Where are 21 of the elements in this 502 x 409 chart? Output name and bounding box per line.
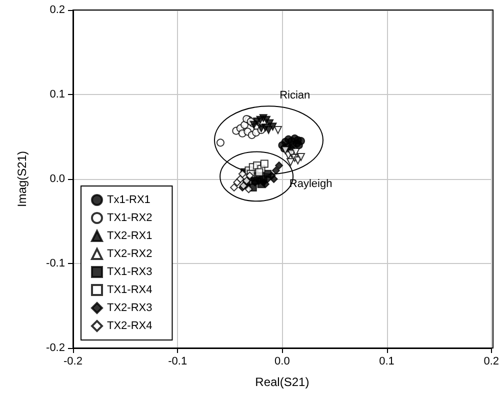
x-tick-label: 0.1 [379,356,394,368]
x-tick-label: -0.1 [168,356,188,368]
x-axis-title: Real(S21) [255,375,310,389]
y-tick-label: -0.1 [46,258,65,270]
y-tick-label: 0.0 [50,173,65,185]
legend-label: TX2-RX1 [107,230,152,242]
x-tick-label: 0.2 [484,356,500,368]
x-tick-label: -0.2 [64,356,82,368]
legend-label: TX2-RX3 [107,302,152,314]
y-axis-title: Imag(S21) [15,150,29,208]
x-tick-label: 0.0 [274,356,290,368]
legend-label: TX1-RX3 [107,266,152,278]
y-tick-label: 0.2 [50,4,65,16]
y-tick-label: 0.1 [50,88,65,100]
legend-label: TX2-RX4 [107,320,152,332]
legend-label: Tx1-RX1 [107,194,150,206]
y-tick-label: -0.2 [46,342,65,354]
annotation: Rician [280,90,310,102]
legend-label: TX1-RX4 [107,284,152,296]
legend-label: TX2-RX2 [107,248,152,260]
legend-label: TX1-RX2 [107,212,152,224]
